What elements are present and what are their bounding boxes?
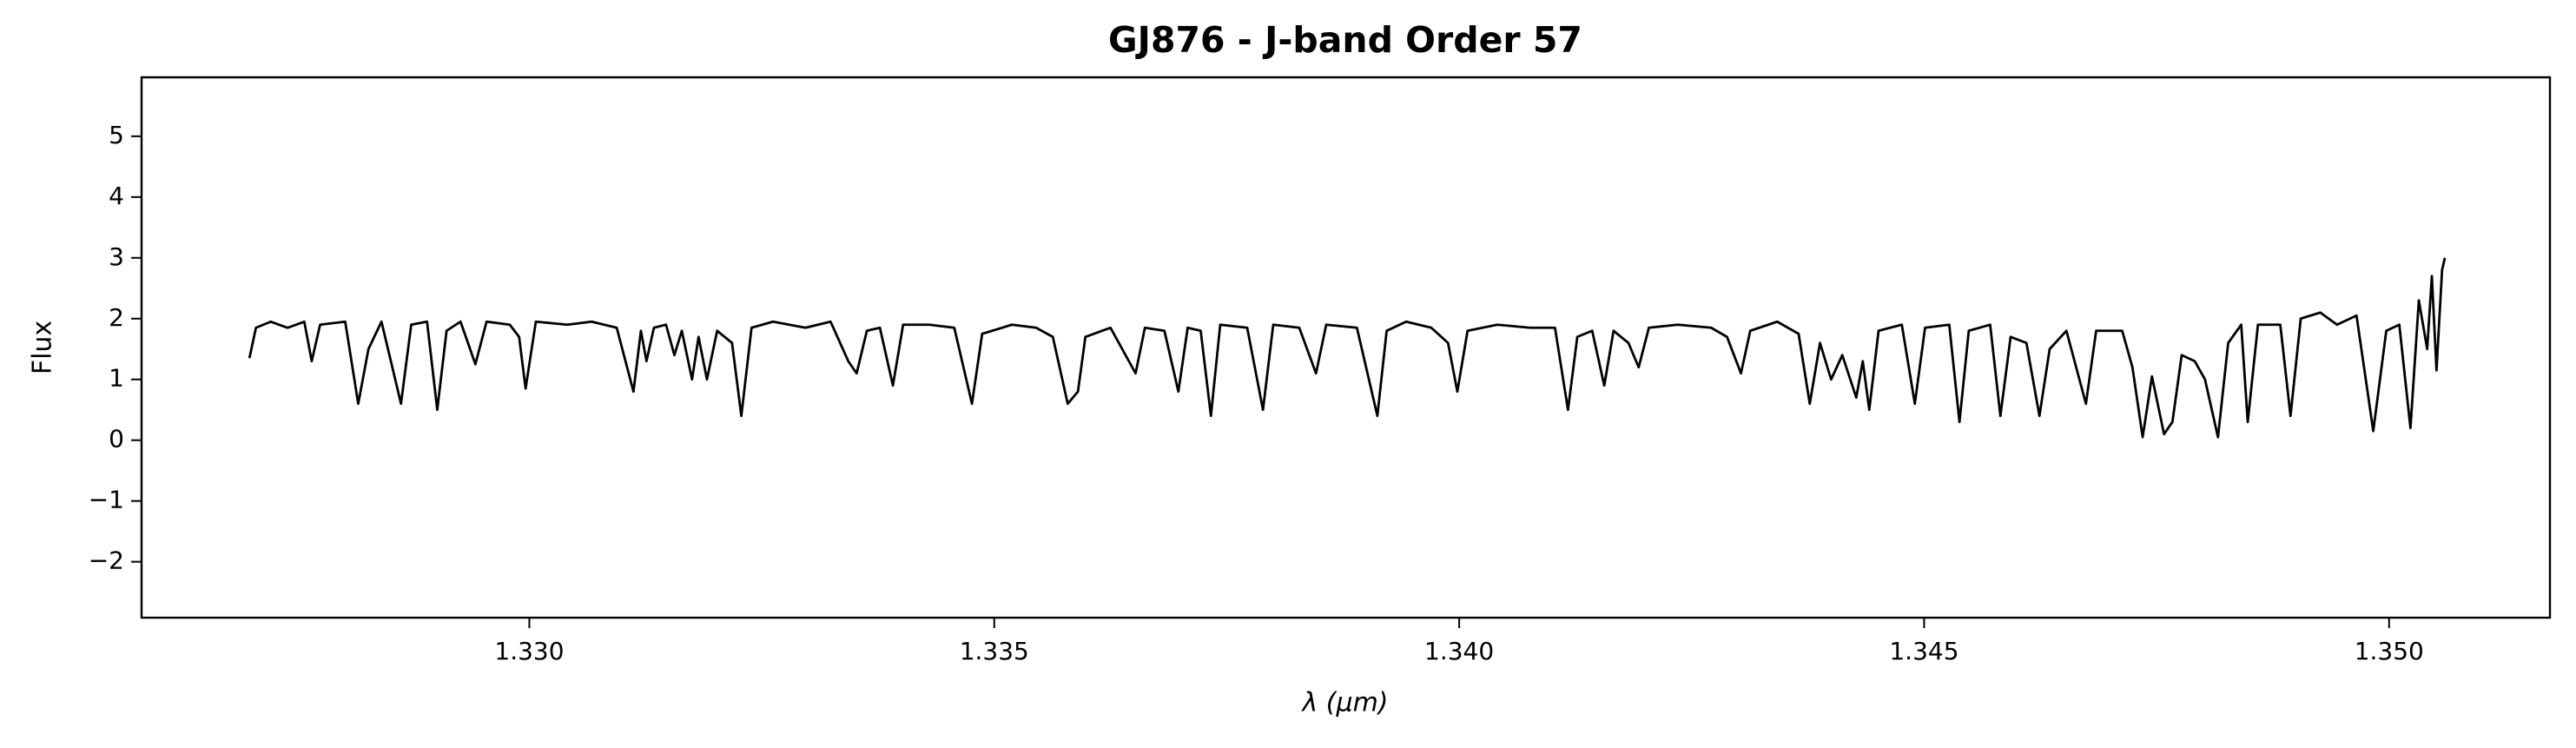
- y-tick-label: 2: [109, 303, 124, 332]
- chart-title: GJ876 - J-band Order 57: [1108, 19, 1582, 61]
- y-tick-label: 5: [109, 121, 124, 149]
- y-tick-label: 1: [109, 364, 124, 393]
- y-tick-label: 4: [109, 182, 124, 210]
- x-tick-label: 1.340: [1424, 637, 1494, 665]
- x-tick-label: 1.345: [1889, 637, 1958, 665]
- x-axis-label: λ (μm): [1300, 688, 1388, 718]
- x-tick-label: 1.335: [960, 637, 1029, 665]
- plot-frame: [140, 76, 2552, 619]
- x-tick-label: 1.330: [494, 637, 564, 665]
- x-tick-label: 1.350: [2355, 637, 2424, 665]
- y-tick-label: −2: [89, 546, 124, 575]
- y-tick-label: −1: [89, 486, 124, 514]
- spectrum-line: [248, 257, 2447, 439]
- y-tick-label: 0: [109, 425, 124, 453]
- y-tick-label: 3: [109, 242, 124, 271]
- y-axis-label: Flux: [28, 321, 58, 374]
